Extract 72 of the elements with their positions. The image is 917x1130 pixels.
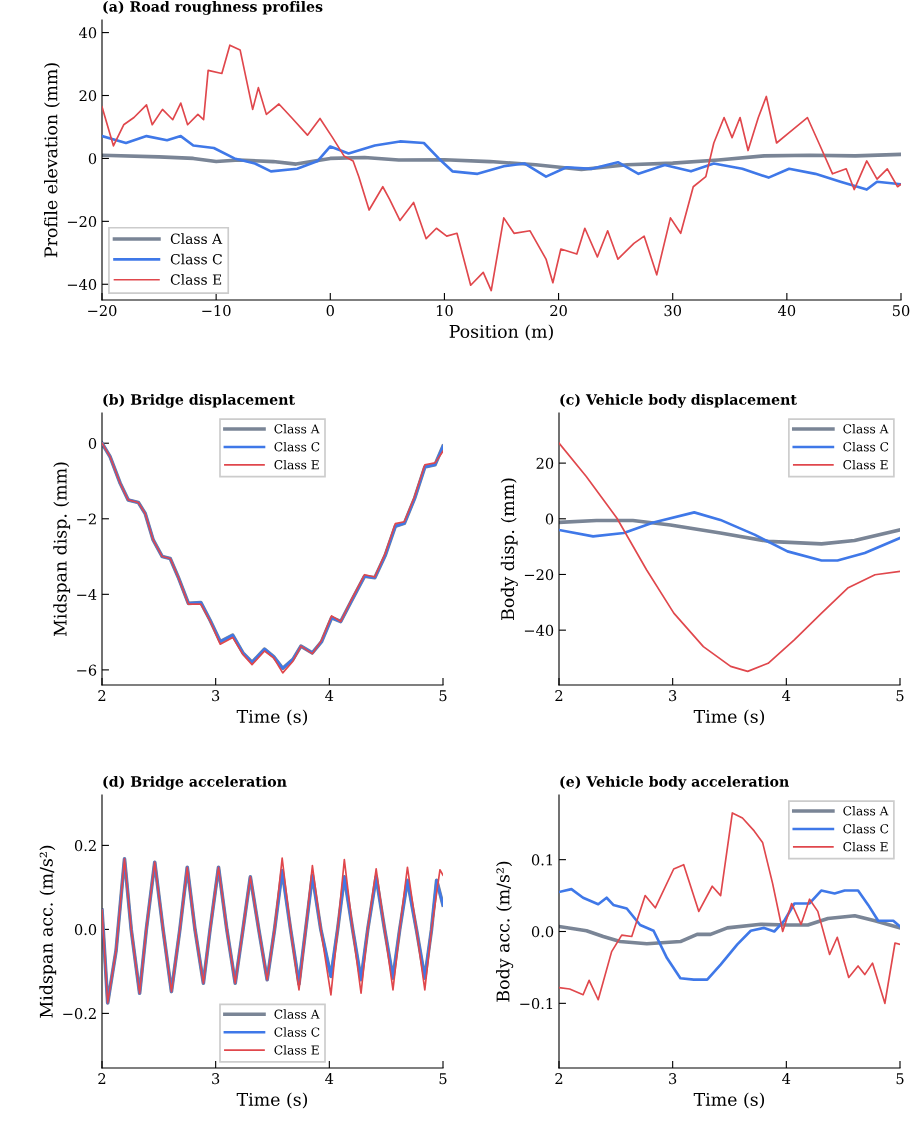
y-tick-label: 0 xyxy=(88,437,97,449)
y-tick-label: −6 xyxy=(77,664,97,676)
legend-label: Class C xyxy=(843,823,889,834)
legend-label: Class A xyxy=(274,1009,320,1019)
x-tick-label: 3 xyxy=(669,690,677,702)
x-tick-label: 3 xyxy=(212,690,220,702)
y-tick-label: 0 xyxy=(545,513,554,525)
y-tick-label: 0.2 xyxy=(74,840,96,852)
chart-title: (c) Vehicle body displacement xyxy=(560,393,797,408)
x-tick-label: 3 xyxy=(212,1073,220,1085)
x-tick-label: 0 xyxy=(326,305,334,317)
y-tick-label: −20 xyxy=(524,569,554,581)
y-tick-label: 20 xyxy=(536,457,554,469)
legend-label: Class E xyxy=(274,1045,319,1055)
legend-label: Class C xyxy=(170,253,222,265)
y-tick-label: 20 xyxy=(79,90,97,102)
legend-label: Class A xyxy=(170,233,223,245)
x-axis-title: Position (m) xyxy=(449,324,553,341)
legend-label: Class A xyxy=(843,424,889,434)
y-tick-label: −20 xyxy=(67,216,97,228)
y-tick-label: −0.1 xyxy=(520,998,553,1010)
x-tick-label: −10 xyxy=(202,305,231,317)
x-tick-label: 5 xyxy=(439,690,447,702)
x-tick-label: 40 xyxy=(778,305,796,317)
x-tick-label: 4 xyxy=(325,690,334,701)
x-tick-label: 20 xyxy=(550,305,567,317)
y-tick-label: 0.0 xyxy=(74,924,97,936)
legend-label: Class E xyxy=(170,274,222,285)
chart-title: (d) Bridge acceleration xyxy=(103,775,287,790)
y-axis-title: Body acc. (m/s²) xyxy=(496,861,514,1002)
y-tick-label: 0 xyxy=(88,153,97,165)
x-tick-label: 30 xyxy=(664,305,682,317)
x-tick-label: 2 xyxy=(98,690,106,701)
x-axis-title: Time (s) xyxy=(236,1092,308,1109)
y-axis-title: Profile elevation (mm) xyxy=(44,63,60,258)
y-tick-label: −40 xyxy=(524,624,554,636)
x-axis-title: Time (s) xyxy=(236,709,308,726)
y-axis-title: Midspan acc. (m/s²) xyxy=(39,845,57,1018)
x-tick-label: 2 xyxy=(98,1073,106,1084)
x-axis-title: Time (s) xyxy=(693,1092,765,1109)
y-tick-label: −0.2 xyxy=(63,1008,96,1020)
legend-label: Class E xyxy=(274,459,319,470)
y-tick-label: −40 xyxy=(67,278,97,291)
x-tick-label: 2 xyxy=(555,690,563,701)
y-axis-title: Midspan disp. (mm) xyxy=(53,462,71,636)
x-tick-label: 5 xyxy=(896,690,904,702)
x-tick-label: 5 xyxy=(896,1073,904,1085)
x-tick-label: 3 xyxy=(669,1073,677,1085)
legend-label: Class E xyxy=(843,459,888,470)
y-axis-title: Body disp. (mm) xyxy=(500,478,518,620)
x-tick-label: 5 xyxy=(439,1073,447,1085)
y-tick-label: 40 xyxy=(79,27,97,39)
legend-label: Class E xyxy=(843,841,888,852)
chart-title: (a) Road roughness profiles xyxy=(103,0,323,15)
chart-title: (b) Bridge displacement xyxy=(103,393,295,408)
y-tick-label: 0.0 xyxy=(531,926,554,938)
x-tick-label: 10 xyxy=(436,305,453,317)
y-tick-label: −2 xyxy=(77,513,96,525)
x-tick-label: 4 xyxy=(325,1073,334,1084)
x-tick-label: 4 xyxy=(782,690,791,701)
x-tick-label: 50 xyxy=(892,305,910,317)
legend-label: Class C xyxy=(274,441,320,452)
legend-label: Class A xyxy=(843,806,889,816)
y-tick-label: 0.1 xyxy=(531,854,553,866)
x-tick-label: 2 xyxy=(555,1073,563,1084)
legend-label: Class C xyxy=(274,1027,320,1037)
x-tick-label: 4 xyxy=(782,1073,791,1084)
legend-label: Class A xyxy=(274,424,320,434)
legend-label: Class C xyxy=(843,441,889,452)
x-axis-title: Time (s) xyxy=(693,709,765,726)
y-tick-label: −4 xyxy=(77,589,97,600)
chart-title: (e) Vehicle body acceleration xyxy=(560,775,789,790)
